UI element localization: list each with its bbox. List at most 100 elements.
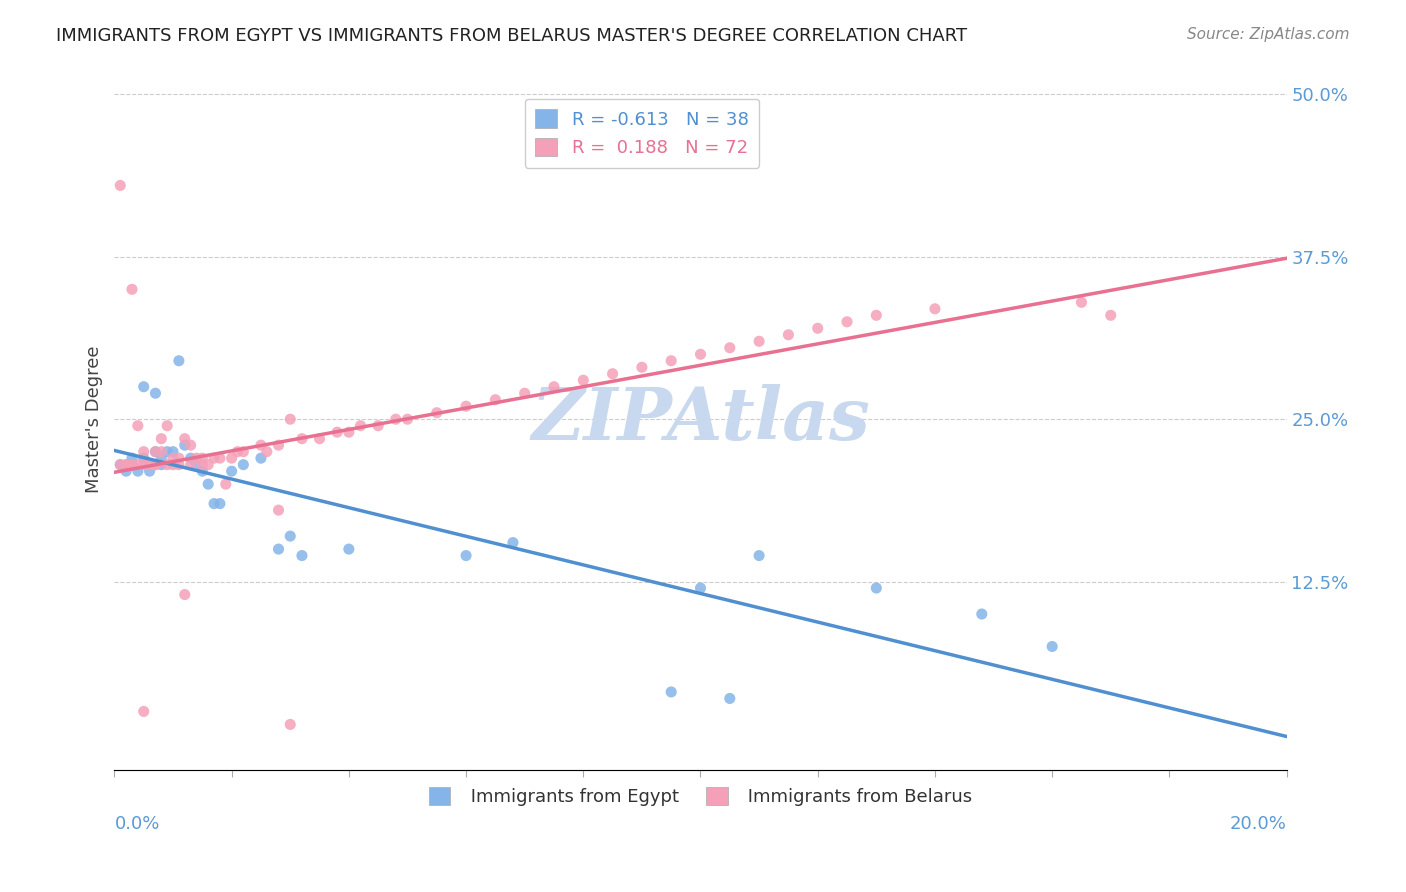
Point (150, 458, 173, 472)
Point (291, 549, 314, 563)
Point (256, 444, 278, 458)
Text: ZIPAtlas: ZIPAtlas (531, 384, 870, 455)
Text: 0.0%: 0.0% (114, 815, 160, 833)
Point (543, 380, 565, 394)
Point (197, 458, 219, 472)
Point (924, 301, 946, 316)
Point (748, 549, 770, 563)
Point (226, 444, 249, 458)
Point (337, 542, 360, 557)
Point (186, 451, 208, 466)
Point (278, 529, 301, 543)
Point (689, 581, 711, 595)
Point (115, 458, 138, 472)
Point (121, 451, 143, 466)
Point (145, 386, 167, 401)
Point (180, 438, 202, 452)
Point (202, 497, 225, 511)
Point (337, 425, 360, 440)
Point (150, 451, 173, 466)
Point (502, 535, 524, 549)
Point (186, 458, 208, 472)
Y-axis label: Master's Degree: Master's Degree (86, 345, 103, 493)
Point (513, 386, 536, 401)
Point (173, 588, 195, 602)
Point (250, 438, 273, 452)
Point (426, 406, 449, 420)
Point (150, 444, 173, 458)
Point (208, 451, 231, 466)
Point (156, 458, 179, 472)
Point (232, 444, 254, 458)
Point (150, 432, 173, 446)
Point (110, 178, 132, 193)
Point (145, 458, 167, 472)
Point (132, 458, 155, 472)
Point (718, 341, 741, 355)
Point (631, 360, 654, 375)
Point (121, 458, 143, 472)
Point (138, 458, 160, 472)
Point (145, 444, 167, 458)
Point (1040, 640, 1063, 654)
Text: Source: ZipAtlas.com: Source: ZipAtlas.com (1187, 27, 1350, 42)
Point (718, 691, 741, 706)
Point (156, 418, 179, 433)
Point (127, 458, 149, 472)
Point (167, 353, 190, 368)
Point (278, 412, 301, 426)
Point (121, 282, 143, 296)
Text: 20.0%: 20.0% (1230, 815, 1286, 833)
Point (748, 334, 770, 349)
Point (191, 451, 214, 466)
Point (291, 432, 314, 446)
Point (191, 464, 214, 478)
Point (221, 464, 243, 478)
Point (349, 418, 371, 433)
Point (1099, 308, 1122, 322)
Point (807, 321, 830, 335)
Point (208, 497, 231, 511)
Point (970, 607, 993, 621)
Point (659, 353, 682, 368)
Point (326, 425, 349, 440)
Point (454, 549, 477, 563)
Point (121, 458, 143, 472)
Point (191, 458, 214, 472)
Point (173, 432, 195, 446)
Point (778, 327, 800, 342)
Point (167, 458, 190, 472)
Point (132, 705, 155, 719)
Point (384, 412, 406, 426)
Point (127, 464, 149, 478)
Point (167, 451, 190, 466)
Point (865, 581, 887, 595)
Point (484, 392, 506, 407)
Point (602, 367, 624, 381)
Point (865, 308, 887, 322)
Point (367, 418, 389, 433)
Point (162, 444, 184, 458)
Point (180, 458, 202, 472)
Point (121, 458, 143, 472)
Point (156, 444, 179, 458)
Point (267, 438, 290, 452)
Text: IMMIGRANTS FROM EGYPT VS IMMIGRANTS FROM BELARUS MASTER'S DEGREE CORRELATION CHA: IMMIGRANTS FROM EGYPT VS IMMIGRANTS FROM… (56, 27, 967, 45)
Point (173, 438, 195, 452)
Point (232, 458, 254, 472)
Point (110, 458, 132, 472)
Point (659, 685, 682, 699)
Point (267, 503, 290, 517)
Point (1070, 295, 1092, 310)
Point (689, 347, 711, 361)
Point (145, 444, 167, 458)
Point (127, 418, 149, 433)
Point (132, 451, 155, 466)
Point (132, 444, 155, 458)
Point (454, 399, 477, 413)
Legend:  Immigrants from Egypt,  Immigrants from Belarus: Immigrants from Egypt, Immigrants from B… (418, 776, 983, 817)
Point (115, 464, 138, 478)
Point (215, 477, 238, 491)
Point (267, 542, 290, 557)
Point (180, 451, 202, 466)
